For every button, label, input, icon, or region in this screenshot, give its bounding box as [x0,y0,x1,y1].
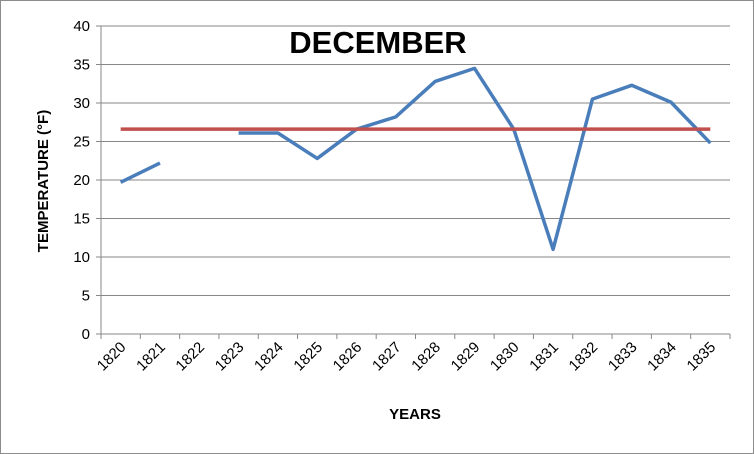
series-lines [119,66,712,252]
x-tick-label: 1824 [251,339,287,375]
x-tick-label: 1825 [290,339,326,375]
x-tick-label: 1830 [487,339,523,375]
series-0-line [238,66,712,252]
x-tick-label: 1835 [684,339,720,375]
y-tick-label: 15 [73,211,90,228]
x-axis-title: YEARS [389,406,441,423]
gridlines [101,25,730,296]
y-tick-label: 40 [73,18,90,35]
y-tick-label: 30 [73,95,90,112]
x-tick-label: 1828 [408,339,444,375]
y-tick-label: 35 [73,57,90,74]
y-tick-label: 5 [82,288,90,305]
x-tick-label: 1820 [94,339,130,375]
axes [96,25,731,339]
series-0-line [119,161,161,184]
x-tick-label: 1834 [644,339,680,375]
y-tick-label: 0 [82,326,90,343]
x-tick-label: 1821 [133,339,169,375]
y-tick-label: 10 [73,249,90,266]
x-tick-label: 1827 [369,339,405,375]
x-tick-label: 1823 [212,339,248,375]
x-tick-label: 1822 [172,339,208,375]
y-tick-label: 20 [73,172,90,189]
x-tick-label: 1832 [566,339,602,375]
x-tick-label: 1826 [330,339,366,375]
y-tick-label: 25 [73,134,90,151]
y-axis-title: TEMPERATURE (°F) [35,110,52,252]
chart-title: DECEMBER [289,25,466,60]
x-tick-label: 1829 [448,339,484,375]
tick-labels: 0 5 10 15 20 25 30 35 40 1820 1821 1822 1823 1824 1825… [73,18,719,374]
x-tick-label: 1831 [526,339,562,375]
x-tick-label: 1833 [605,339,641,375]
